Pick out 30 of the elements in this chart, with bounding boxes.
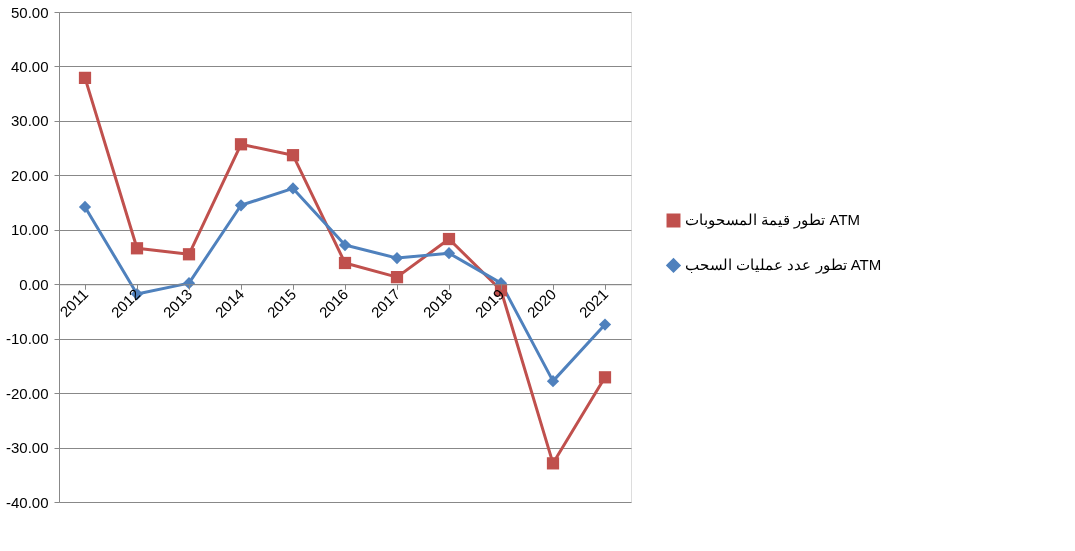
- y-tick-label: -20.00: [5, 384, 49, 402]
- point: [182, 248, 196, 261]
- point: [390, 251, 404, 265]
- y-tick-label: 20.00: [10, 166, 49, 184]
- point: [338, 238, 352, 252]
- y-tick-label: 50.00: [10, 3, 49, 21]
- point: [286, 149, 300, 162]
- point: [442, 247, 456, 260]
- point: [234, 199, 248, 212]
- legend-label: تطور عدد عمليات السحب ATM: [685, 256, 882, 275]
- y-tick-label: 40.00: [10, 57, 49, 75]
- point: [286, 182, 300, 195]
- point: [78, 200, 92, 214]
- y-tick-label: -30.00: [5, 439, 49, 457]
- point: [442, 232, 456, 246]
- y-tick-label: 30.00: [10, 112, 49, 130]
- y-tick-label: 0.00: [19, 275, 49, 293]
- point: [390, 271, 404, 284]
- point: [130, 242, 144, 255]
- point: [338, 256, 352, 270]
- point: [598, 318, 612, 331]
- legend-label: تطور قيمة المسحوبات ATM: [685, 211, 861, 230]
- y-tick-label: -40.00: [5, 493, 49, 511]
- point: [78, 71, 92, 84]
- point: [598, 371, 612, 384]
- point: [546, 375, 560, 388]
- y-tick-label: 10.00: [10, 221, 49, 239]
- point: [234, 138, 248, 151]
- y-tick-label: -10.00: [5, 330, 49, 348]
- point: [546, 457, 560, 470]
